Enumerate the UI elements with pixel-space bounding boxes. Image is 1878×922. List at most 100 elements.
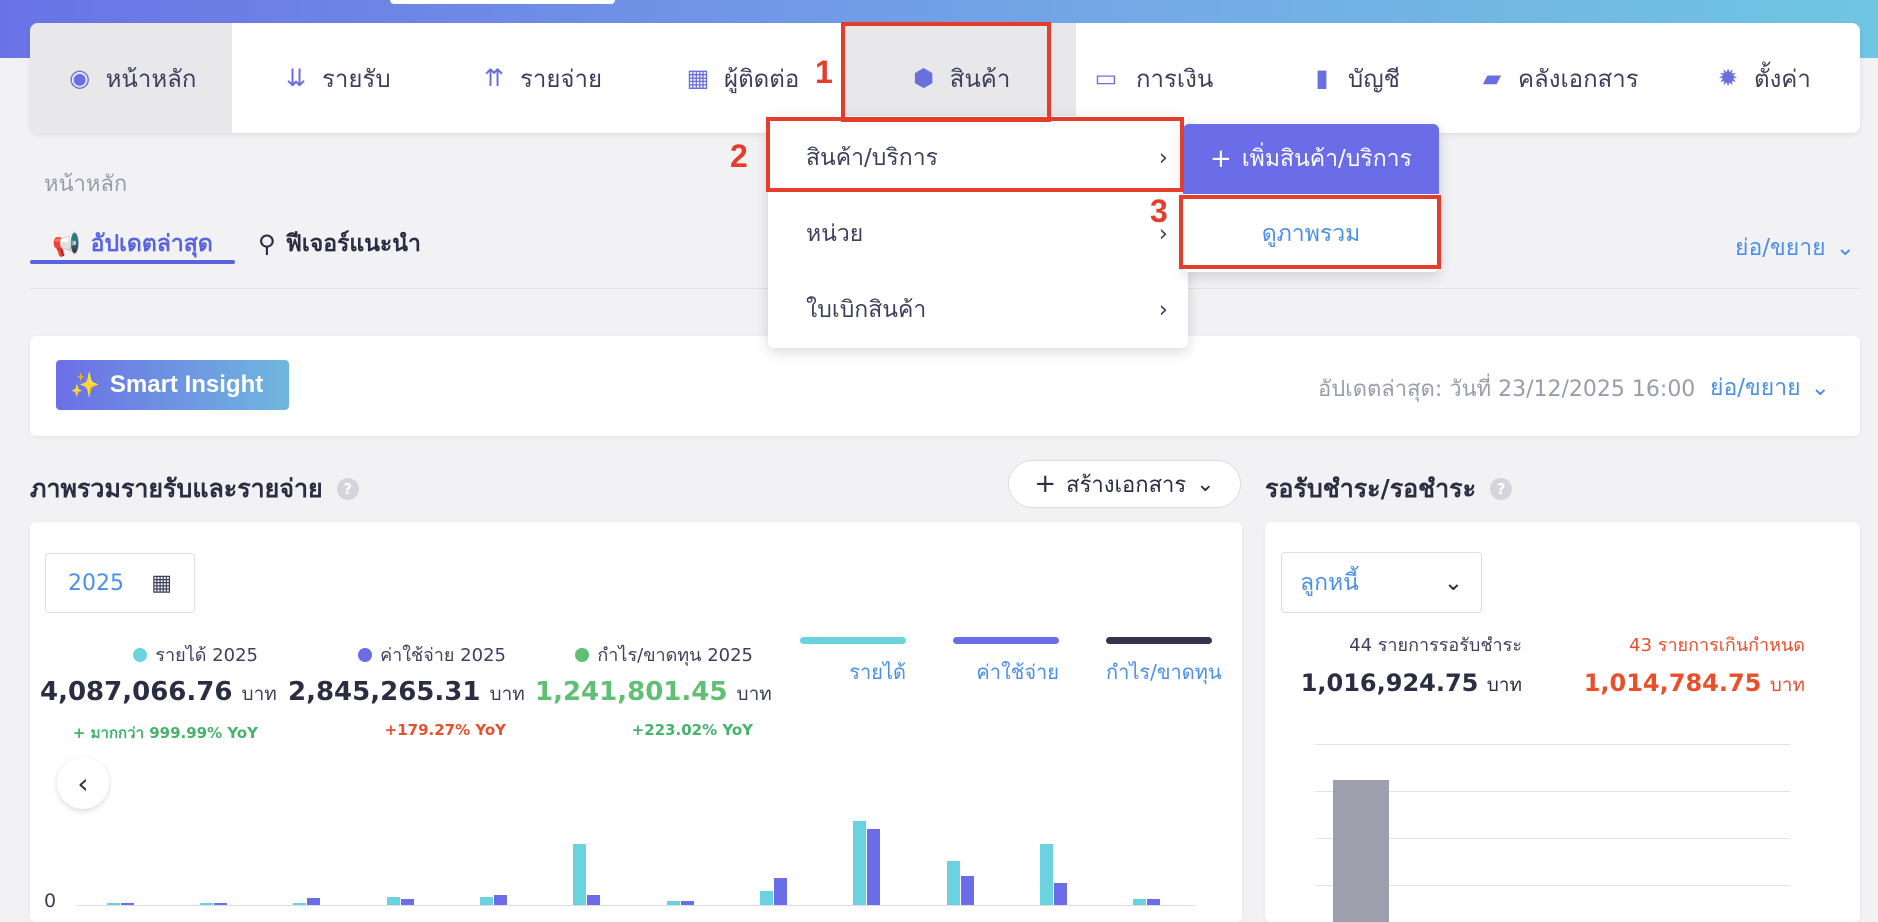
chevron-right-icon: ›	[1158, 221, 1168, 247]
bar-income-9[interactable]	[853, 821, 867, 905]
bar-income-8[interactable]	[760, 891, 773, 905]
collapse-toggle-insight[interactable]: ย่อ/ขยาย ⌄	[1710, 370, 1830, 406]
nav-accounting-label: บัญชี	[1348, 64, 1400, 93]
smart-insight-button[interactable]: ✨ Smart Insight	[56, 360, 289, 410]
nav-finance-label: การเงิน	[1136, 64, 1214, 93]
legend-income[interactable]: รายได้	[800, 637, 906, 688]
nav-expense-label: รายจ่าย	[520, 64, 603, 93]
create-document-button[interactable]: + สร้างเอกสาร ⌄	[1008, 460, 1241, 508]
overview-title: ภาพรวมรายรับและรายจ่าย ?	[30, 469, 359, 509]
stat-income-unit: บาท	[241, 683, 277, 705]
bar-expense-12[interactable]	[1147, 899, 1161, 905]
bar-expense-7[interactable]	[680, 901, 694, 905]
bar-income-2[interactable]	[200, 903, 213, 905]
pending-label: 44 รายการรอรับชำระ	[1349, 635, 1522, 656]
bar-income-5[interactable]	[480, 897, 493, 905]
chevron-down-icon: ⌄	[1835, 235, 1855, 261]
legend-expense[interactable]: ค่าใช้จ่าย	[953, 637, 1059, 688]
expense-dot	[358, 647, 373, 662]
add-product-button[interactable]: + เพิ่มสินค้า/บริการ	[1183, 124, 1439, 194]
active-tab-underline	[30, 260, 235, 264]
active-window-tab-marker	[390, 0, 615, 4]
nav-income[interactable]: ⇊ รายรับ	[282, 23, 391, 133]
overdue-value: 1,014,784.75	[1583, 669, 1762, 697]
money-icon: ▭	[1094, 64, 1118, 92]
bar-expense-3[interactable]	[307, 898, 321, 905]
bar-income-7[interactable]	[666, 901, 680, 905]
legend-expense-label: ค่าใช้จ่าย	[976, 660, 1059, 684]
bar-expense-1[interactable]	[120, 903, 134, 905]
bar-income-3[interactable]	[293, 903, 307, 905]
bar-expense-5[interactable]	[494, 895, 507, 905]
menu-item-requisition[interactable]: ใบเบิกสินค้า ›	[768, 272, 1188, 348]
bar-income-11[interactable]	[1040, 844, 1053, 905]
bar-expense-10[interactable]	[960, 876, 974, 905]
collapse-label: ย่อ/ขยาย	[1735, 235, 1826, 261]
bar-expense-2[interactable]	[214, 903, 227, 905]
create-document-label: สร้างเอกสาร	[1066, 472, 1187, 498]
receivable-bar-0[interactable]	[1333, 779, 1389, 922]
megaphone-icon: 📢	[52, 231, 81, 258]
stat-expense-yoy: +179.27% YoY	[384, 721, 506, 739]
pending-value: 1,016,924.75	[1300, 669, 1479, 697]
stat-profit-unit: บาท	[736, 683, 772, 705]
receivable-title: รอรับชำระ/รอชำระ ?	[1265, 469, 1513, 509]
stat-profit-yoy: +223.02% YoY	[631, 721, 753, 739]
menu-item-units[interactable]: หน่วย ›	[768, 196, 1188, 272]
stat-income: รายได้ 2025 4,087,066.76 บาท + มากกว่า 9…	[40, 640, 277, 745]
bar-expense-4[interactable]	[400, 899, 414, 905]
bar-expense-6[interactable]	[587, 895, 601, 905]
nav-contacts[interactable]: ▦ ผู้ติดต่อ	[684, 23, 800, 133]
chevron-down-icon: ⌄	[1196, 471, 1215, 497]
dashboard-icon: ◉	[69, 64, 91, 92]
chevron-down-icon: ⌄	[1810, 375, 1830, 401]
tab-recommended-features[interactable]: ⚲ ฟีเจอร์แนะนำ	[258, 226, 421, 262]
add-product-label: เพิ่มสินค้า/บริการ	[1241, 146, 1412, 172]
menu-item-products-services[interactable]: สินค้า/บริการ ›	[768, 120, 1188, 196]
bar-income-4[interactable]	[386, 897, 400, 905]
help-icon[interactable]: ?	[1490, 478, 1513, 500]
bar-income-10[interactable]	[946, 861, 960, 905]
bar-expense-9[interactable]	[867, 829, 881, 905]
nav-settings-label: ตั้งค่า	[1754, 64, 1811, 93]
nav-documents[interactable]: ▰ คลังเอกสาร	[1478, 23, 1639, 133]
pending-summary: 44 รายการรอรับชำระ 1,016,924.75 บาท	[1300, 630, 1522, 700]
nav-documents-label: คลังเอกสาร	[1518, 64, 1639, 93]
magic-wand-icon: ✨	[70, 371, 100, 399]
step-number-1: 1	[815, 54, 833, 90]
nav-accounting[interactable]: ▮ บัญชี	[1308, 23, 1400, 133]
calendar-icon: ▦	[151, 570, 172, 596]
bar-income-6[interactable]	[573, 844, 587, 905]
tab-latest-updates[interactable]: 📢 อัปเดตล่าสุด	[52, 226, 213, 262]
stat-expense: ค่าใช้จ่าย 2025 2,845,265.31 บาท +179.27…	[288, 640, 525, 739]
nav-expense[interactable]: ⇈ รายจ่าย	[480, 23, 602, 133]
stat-profit-value: 1,241,801.45	[535, 677, 728, 707]
legend-income-swatch	[800, 637, 906, 644]
legend-profit-label: กำไร/ขาดทุน	[1106, 660, 1222, 684]
view-overview-item[interactable]: ดูภาพรวม	[1183, 196, 1439, 272]
bar-income-1[interactable]	[106, 903, 120, 905]
nav-home[interactable]: ◉ หน้าหลัก	[30, 23, 232, 133]
debtor-select-value: ลูกหนี้	[1300, 569, 1359, 596]
overdue-unit: บาท	[1769, 674, 1805, 696]
year-picker[interactable]: 2025 ▦	[45, 553, 195, 613]
plus-icon: +	[1034, 469, 1057, 499]
nav-finance[interactable]: ▭ การเงิน	[1088, 23, 1214, 133]
nav-settings[interactable]: ✹ ตั้งค่า	[1714, 23, 1811, 133]
bar-expense-11[interactable]	[1054, 883, 1067, 905]
last-updated-text: อัปเดตล่าสุด: วันที่ 23/12/2025 16:00	[1318, 377, 1696, 402]
bar-expense-8[interactable]	[774, 878, 787, 905]
collapse-label-insight: ย่อ/ขยาย	[1710, 375, 1801, 401]
legend-profit[interactable]: กำไร/ขาดทุน	[1106, 637, 1222, 688]
nav-income-label: รายรับ	[322, 64, 391, 93]
debtor-select[interactable]: ลูกหนี้ ⌄	[1281, 552, 1482, 613]
collapse-toggle-updates[interactable]: ย่อ/ขยาย ⌄	[1735, 230, 1855, 266]
chart-prev-button[interactable]: ‹	[57, 757, 109, 809]
breadcrumb[interactable]: หน้าหลัก	[44, 172, 128, 197]
nav-products[interactable]: ⬢ สินค้า	[844, 23, 1076, 133]
help-icon[interactable]: ?	[336, 478, 359, 500]
stat-income-yoy: + มากกว่า 999.99% YoY	[72, 724, 258, 742]
chevron-right-icon: ›	[1158, 145, 1168, 171]
bar-income-12[interactable]	[1133, 899, 1147, 905]
step-number-2: 2	[730, 138, 748, 174]
